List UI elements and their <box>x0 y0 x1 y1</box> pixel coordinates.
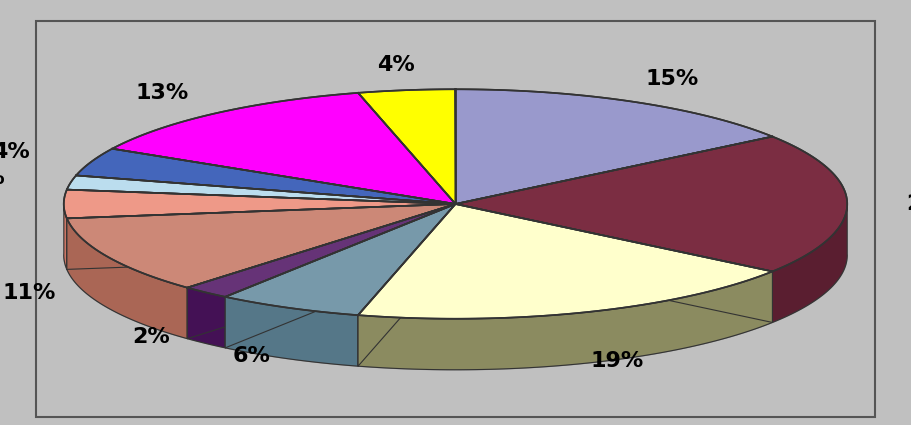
Polygon shape <box>188 288 225 348</box>
Text: 2%: 2% <box>0 168 5 188</box>
Polygon shape <box>225 204 456 348</box>
Polygon shape <box>225 297 358 366</box>
Polygon shape <box>188 204 456 339</box>
Polygon shape <box>358 204 456 366</box>
Polygon shape <box>188 204 456 339</box>
Polygon shape <box>67 204 456 288</box>
Polygon shape <box>456 136 847 272</box>
Text: 15%: 15% <box>646 69 699 89</box>
Polygon shape <box>358 204 773 319</box>
Polygon shape <box>358 204 456 366</box>
FancyBboxPatch shape <box>36 21 875 416</box>
Polygon shape <box>64 255 847 370</box>
Polygon shape <box>67 204 456 269</box>
Polygon shape <box>456 204 773 323</box>
Polygon shape <box>225 204 456 315</box>
Polygon shape <box>225 204 456 348</box>
Text: 4%: 4% <box>0 142 30 162</box>
Text: 2%: 2% <box>132 327 169 347</box>
Polygon shape <box>112 93 456 204</box>
Text: 20%: 20% <box>906 194 911 214</box>
Text: 13%: 13% <box>136 83 189 103</box>
Text: 6%: 6% <box>233 346 271 366</box>
Polygon shape <box>456 89 773 204</box>
Polygon shape <box>456 204 773 323</box>
Polygon shape <box>67 218 188 339</box>
Polygon shape <box>64 190 456 218</box>
Polygon shape <box>358 89 456 204</box>
Polygon shape <box>64 202 67 269</box>
Polygon shape <box>77 149 456 204</box>
Polygon shape <box>188 204 456 297</box>
Polygon shape <box>67 176 456 204</box>
Text: 11%: 11% <box>3 283 56 303</box>
Text: 19%: 19% <box>590 351 644 371</box>
Polygon shape <box>67 204 456 269</box>
Text: 4%: 4% <box>377 55 415 75</box>
Polygon shape <box>773 203 847 323</box>
Polygon shape <box>358 272 773 370</box>
